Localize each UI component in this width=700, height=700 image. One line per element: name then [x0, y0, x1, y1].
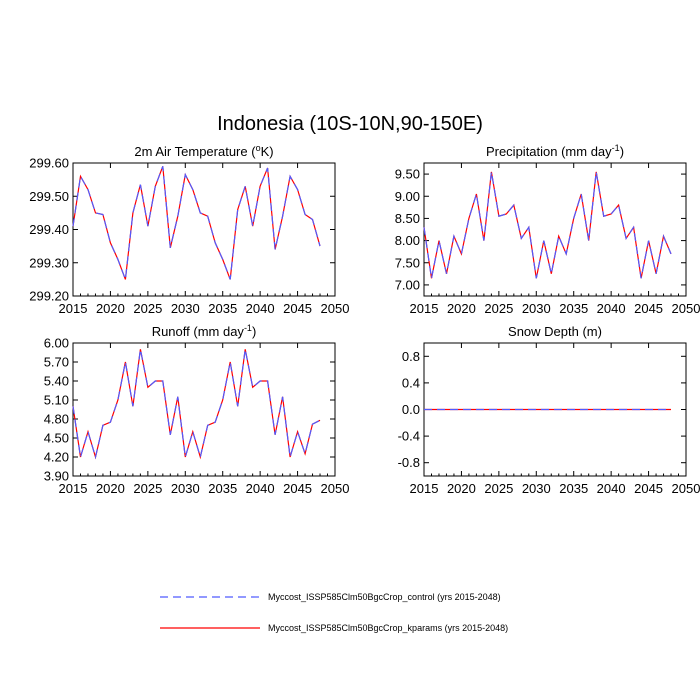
- panel-title: 2m Air Temperature (oK): [134, 143, 273, 159]
- x-tick-label: 2015: [59, 481, 88, 496]
- x-tick-label: 2035: [208, 481, 237, 496]
- legend-control-label: Myccost_ISSP585Clm50BgcCrop_control (yrs…: [268, 592, 501, 602]
- panel-title: Precipitation (mm day-1): [486, 143, 624, 159]
- y-tick-label: 299.40: [29, 222, 69, 237]
- panel-title: Runoff (mm day-1): [152, 323, 257, 339]
- legend: Myccost_ISSP585Clm50BgcCrop_control (yrs…: [160, 592, 508, 633]
- x-tick-label: 2045: [283, 301, 312, 316]
- x-tick-label: 2035: [208, 301, 237, 316]
- x-tick-label: 2020: [447, 301, 476, 316]
- series-kparams-line: [72, 349, 321, 460]
- y-tick-label: 4.20: [44, 450, 69, 465]
- x-tick-label: 2035: [559, 301, 588, 316]
- plot-frame: [72, 342, 336, 477]
- y-tick-label: 7.00: [395, 277, 420, 292]
- panels: 2m Air Temperature (oK) 2015 2020 2025 2030 2…: [29, 143, 700, 496]
- x-tick-label: 2015: [410, 481, 439, 496]
- chart-panel-0: 2m Air Temperature (oK) 2015 2020 2025 2030 2…: [29, 143, 349, 316]
- x-tick-label: 2030: [171, 481, 200, 496]
- chart-panel-1: Precipitation (mm day-1) 2015 2020 2025 2030…: [395, 143, 700, 316]
- series-control-line: [72, 166, 321, 280]
- x-tick-label: 2020: [447, 481, 476, 496]
- x-tick-label: 2050: [321, 481, 350, 496]
- y-tick-label: 299.30: [29, 255, 69, 270]
- y-tick-label: 5.10: [44, 393, 69, 408]
- figure-title: Indonesia (10S-10N,90-150E): [217, 113, 483, 135]
- y-tick-label: 9.00: [395, 189, 420, 204]
- y-tick-label: 5.40: [44, 374, 69, 389]
- x-tick-label: 2040: [246, 481, 275, 496]
- panel-title: Snow Depth (m): [508, 324, 602, 339]
- series-kparams-line: [423, 171, 672, 279]
- y-tick-label: -0.4: [398, 429, 420, 444]
- y-tick-label: 299.60: [29, 156, 69, 171]
- series-control-line: [423, 171, 672, 279]
- x-tick-label: 2045: [634, 481, 663, 496]
- y-tick-label: 8.00: [395, 233, 420, 248]
- x-tick-label: 2040: [597, 481, 626, 496]
- x-tick-label: 2020: [96, 301, 125, 316]
- x-tick-label: 2025: [133, 301, 162, 316]
- y-tick-label: 0.8: [402, 349, 420, 364]
- series-kparams-line: [72, 166, 321, 280]
- x-tick-label: 2050: [321, 301, 350, 316]
- y-tick-label: 299.20: [29, 289, 69, 304]
- x-tick-label: 2025: [484, 481, 513, 496]
- y-tick-label: 3.90: [44, 469, 69, 484]
- x-tick-label: 2015: [59, 301, 88, 316]
- y-tick-label: 0.0: [402, 402, 420, 417]
- y-tick-label: -0.8: [398, 455, 420, 470]
- y-tick-label: 8.50: [395, 211, 420, 226]
- y-tick-label: 7.50: [395, 255, 420, 270]
- y-tick-label: 6.00: [44, 336, 69, 351]
- plot-frame: [72, 162, 336, 297]
- x-tick-label: 2030: [522, 301, 551, 316]
- x-tick-label: 2045: [283, 481, 312, 496]
- x-tick-label: 2035: [559, 481, 588, 496]
- x-tick-label: 2015: [410, 301, 439, 316]
- y-tick-label: 4.50: [44, 431, 69, 446]
- x-tick-label: 2025: [133, 481, 162, 496]
- x-tick-label: 2025: [484, 301, 513, 316]
- x-tick-label: 2045: [634, 301, 663, 316]
- y-tick-label: 9.50: [395, 167, 420, 182]
- x-tick-label: 2030: [522, 481, 551, 496]
- x-tick-label: 2050: [672, 301, 700, 316]
- chart-panel-2: Runoff (mm day-1) 2015 2020 2025 2030 2035 204…: [44, 323, 350, 496]
- series-control-line: [72, 349, 321, 460]
- y-tick-label: 4.80: [44, 412, 69, 427]
- y-tick-label: 0.4: [402, 375, 420, 390]
- y-tick-label: 299.50: [29, 189, 69, 204]
- plot-frame: [423, 162, 687, 297]
- y-tick-label: 5.70: [44, 355, 69, 370]
- x-tick-label: 2050: [672, 481, 700, 496]
- x-tick-label: 2020: [96, 481, 125, 496]
- x-tick-label: 2030: [171, 301, 200, 316]
- chart-panel-3: Snow Depth (m) 2015 2020 2025 2030 2035 2040 20…: [398, 324, 700, 496]
- legend-kparams-label: Myccost_ISSP585Clm50BgcCrop_kparams (yrs…: [268, 623, 508, 633]
- x-tick-label: 2040: [246, 301, 275, 316]
- x-tick-label: 2040: [597, 301, 626, 316]
